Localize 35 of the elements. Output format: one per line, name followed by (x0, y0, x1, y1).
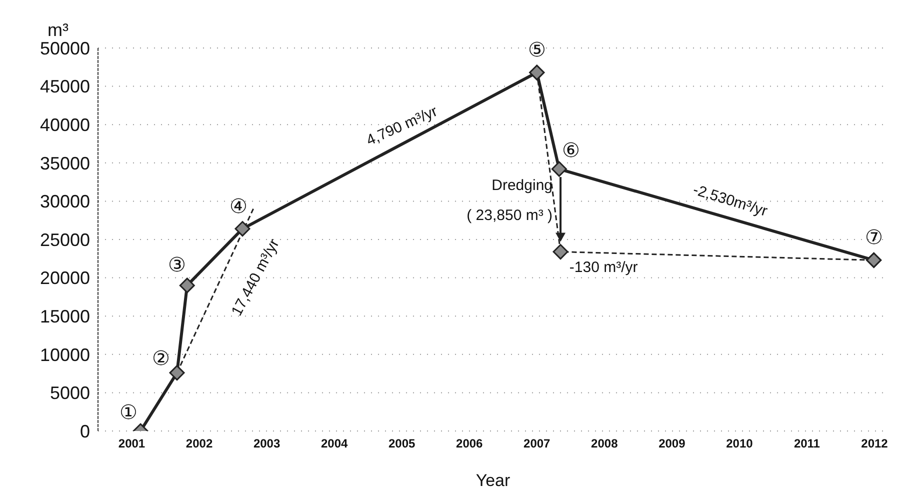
x-tick-label: 2006 (456, 436, 484, 451)
data-label: ④ (229, 196, 248, 218)
data-label: ⑥ (562, 140, 580, 162)
x-tick-label: 2010 (726, 436, 754, 451)
x-tick-label: 2007 (524, 436, 551, 451)
x-axis-title: Year (476, 471, 511, 490)
y-tick-label: 5000 (50, 383, 90, 404)
x-tick-label: 2001 (118, 436, 146, 451)
data-label: ③ (168, 254, 186, 276)
y-tick-label: 35000 (40, 153, 90, 174)
annotation: Dredging ( 23,850 m³ ) (466, 176, 553, 224)
annotation: 4,790 m³/yr (364, 102, 440, 150)
x-tick-label: 2003 (253, 436, 280, 451)
x-tick-label: 2012 (861, 436, 888, 451)
x-tick-label: 2008 (591, 436, 618, 451)
y-tick-label: 40000 (40, 114, 90, 135)
x-tick-label: 2011 (794, 436, 820, 451)
x-tick-label: 2004 (320, 436, 348, 451)
y-tick-label: 50000 (40, 38, 90, 58)
data-label: ① (120, 402, 138, 424)
x-tick-label: 2005 (388, 436, 416, 451)
y-tick-label: 10000 (40, 344, 90, 365)
x-tick-label: 2002 (186, 436, 213, 451)
y-tick-label: 45000 (40, 76, 90, 97)
x-tick-label: 2009 (658, 436, 686, 451)
y-tick-label: 0 (80, 421, 90, 442)
y-axis-title: m³ (48, 20, 68, 40)
y-tick-label: 15000 (40, 306, 90, 326)
y-tick-label: 30000 (40, 192, 90, 212)
annotation: -130 m³/yr (569, 259, 638, 276)
y-tick-label: 20000 (40, 268, 90, 288)
data-label: ⑤ (528, 40, 546, 62)
y-tick-label: 25000 (40, 230, 90, 250)
data-label: ⑦ (864, 227, 883, 250)
data-label: ② (152, 348, 170, 370)
